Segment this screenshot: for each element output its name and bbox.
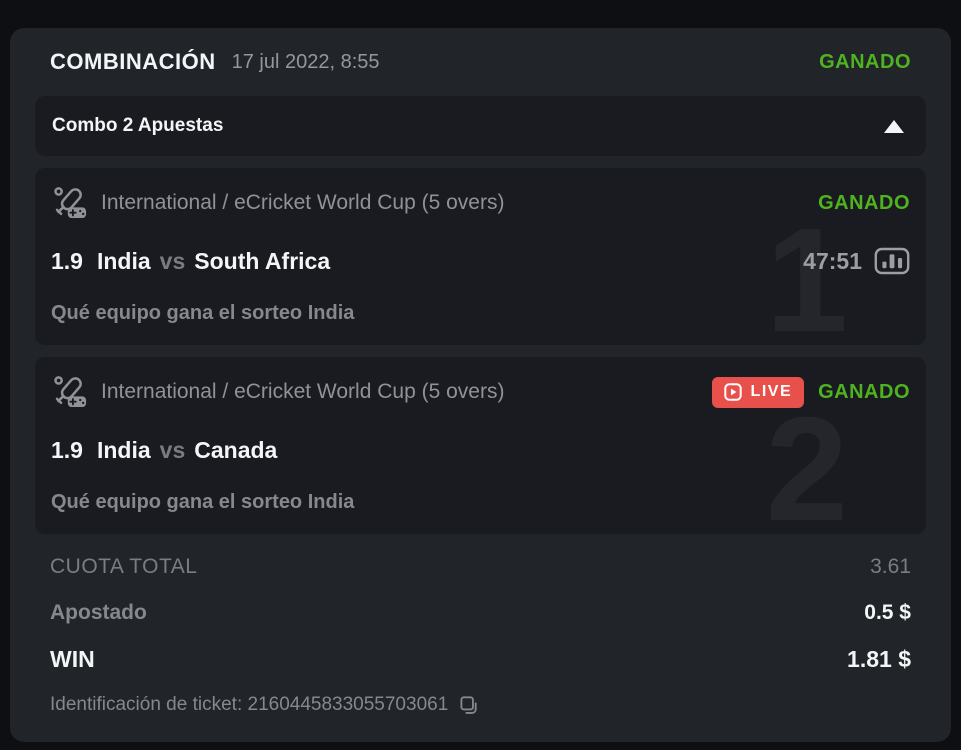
ticket-id-row: Identificación de ticket: 21604458330557… — [50, 682, 911, 728]
bet2-match-row: 1.9 India vs Canada — [51, 437, 910, 464]
ticket-header: COMBINACIÓN 17 jul 2022, 8:55 GANADO — [35, 28, 926, 96]
total-odds-label: CUOTA TOTAL — [50, 555, 198, 578]
combo-label: Combo 2 Apuestas — [52, 115, 224, 136]
ecricket-icon — [51, 186, 89, 220]
bet2-odds: 1.9 — [51, 436, 83, 463]
bet2-status-badge: GANADO — [818, 380, 910, 403]
bet1-team-home: India — [96, 247, 151, 274]
bet-ticket-card: COMBINACIÓN 17 jul 2022, 8:55 GANADO Com… — [10, 28, 951, 742]
copy-icon[interactable] — [458, 694, 478, 716]
bet1-league: International / eCricket World Cup (5 ov… — [101, 191, 505, 214]
live-label: LIVE — [750, 383, 793, 400]
combo-toggle-bar[interactable]: Combo 2 Apuestas — [35, 96, 926, 156]
chevron-up-icon — [884, 119, 904, 133]
bet2-market-row: Qué equipo gana el sorteo India — [51, 491, 910, 514]
bet1-vs-label: vs — [159, 247, 186, 274]
ticket-summary: CUOTA TOTAL 3.61 Apostado 0.5 $ WIN 1.81… — [35, 534, 926, 728]
win-label: WIN — [50, 645, 95, 672]
stake-label: Apostado — [50, 601, 147, 624]
bet1-market-row: Qué equipo gana el sorteo India — [51, 302, 910, 325]
bet1-market: Qué equipo gana el sorteo India — [51, 302, 355, 324]
total-odds-row: CUOTA TOTAL 3.61 — [50, 544, 911, 590]
bet-card-1: 1 International / eCricket World Cup (5 … — [35, 168, 926, 355]
stake-value: 0.5 $ — [864, 601, 911, 624]
bet1-match-time: 47:51 — [803, 247, 862, 274]
ecricket-icon — [51, 375, 89, 409]
bet2-team-home: India — [96, 436, 151, 463]
stake-row: Apostado 0.5 $ — [50, 590, 911, 636]
bet-datetime: 17 jul 2022, 8:55 — [231, 50, 380, 73]
ticket-status-badge: GANADO — [819, 50, 911, 73]
bet1-match-row: 1.9 India vs South Africa 47:51 — [51, 247, 910, 275]
bet-index-watermark: 1 — [765, 198, 848, 363]
total-odds-value: 3.61 — [870, 555, 911, 578]
bet1-odds: 1.9 — [51, 247, 83, 274]
bet2-team-away: Canada — [194, 436, 278, 463]
bet2-vs-label: vs — [159, 436, 186, 463]
win-value: 1.81 $ — [847, 645, 911, 672]
live-badge: LIVE — [711, 376, 805, 408]
bet-type-label: COMBINACIÓN — [50, 49, 216, 74]
bet1-league-row: International / eCricket World Cup (5 ov… — [51, 186, 910, 220]
bet-index-watermark: 2 — [765, 387, 848, 552]
win-row: WIN 1.81 $ — [50, 636, 911, 682]
bet2-league-row: International / eCricket World Cup (5 ov… — [51, 375, 910, 409]
bet1-status-badge: GANADO — [818, 191, 910, 214]
bet1-team-away: South Africa — [194, 247, 331, 274]
bet2-league: International / eCricket World Cup (5 ov… — [101, 380, 505, 403]
live-play-icon — [723, 383, 742, 401]
stats-icon[interactable] — [874, 247, 910, 275]
ticket-id-text: Identificación de ticket: 21604458330557… — [50, 694, 449, 715]
bet2-market: Qué equipo gana el sorteo India — [51, 491, 355, 513]
bet-card-2: 2 International / eCricket World Cup (5 … — [35, 357, 926, 544]
